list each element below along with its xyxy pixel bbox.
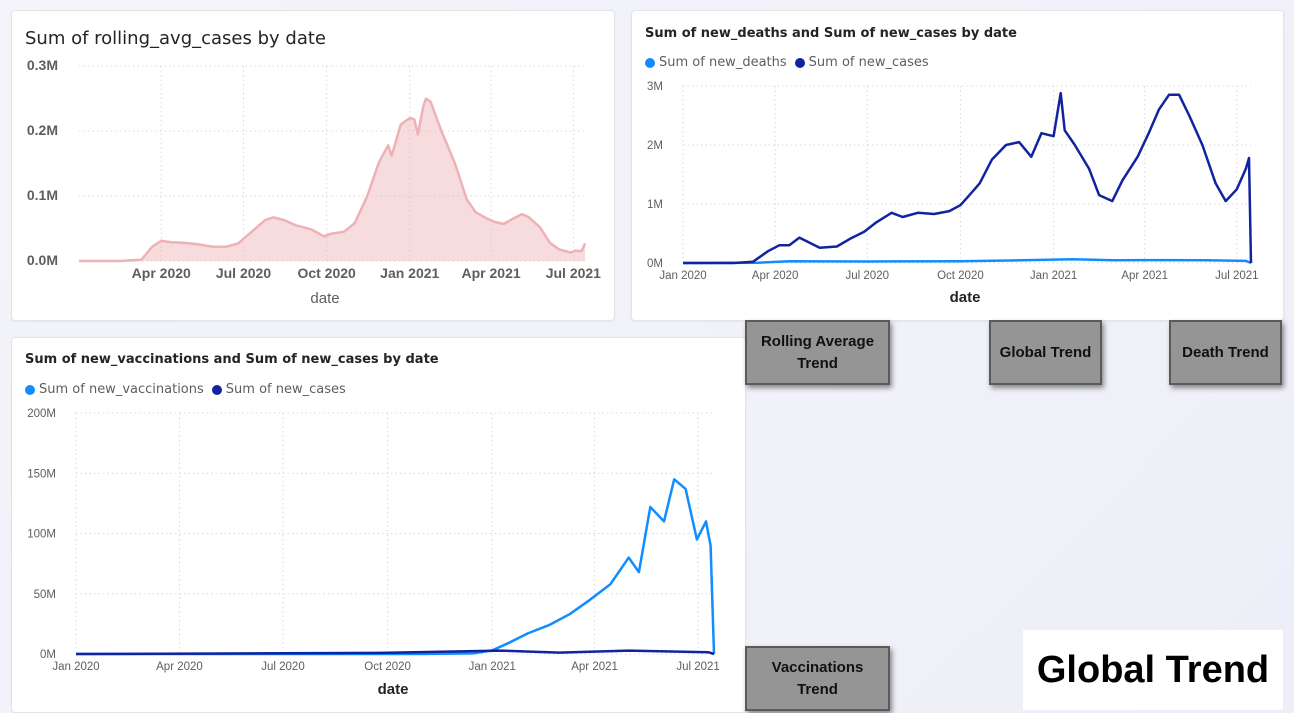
- x-tick-label: Oct 2020: [937, 270, 984, 282]
- legend-item-new-deaths[interactable]: Sum of new_deaths: [645, 55, 787, 70]
- legend-label: Sum of new_cases: [808, 55, 929, 70]
- x-tick-label: Jan 2020: [659, 270, 706, 282]
- deaths-cases-chart-card[interactable]: 0M 1M 2M 3M Jan 2020 Apr 2020 Jul 2020 Oct 2020…: [631, 10, 1284, 321]
- page-title: Global Trend: [1023, 630, 1283, 710]
- vaccinations-cases-chart-title: Sum of new_vaccinations and Sum of new_c…: [25, 352, 439, 367]
- vaccinations-cases-chart: 0M 50M 100M 150M 200M Jan 2020 Apr 2020 Jul 202…: [27, 408, 720, 698]
- rolling-avg-chart-title: Sum of rolling_avg_cases by date: [25, 28, 326, 49]
- deaths-cases-legend: Sum of new_deaths Sum of new_cases: [645, 55, 929, 70]
- legend-item-new-cases[interactable]: Sum of new_cases: [794, 55, 929, 70]
- x-tick-label: Jan 2021: [469, 661, 516, 673]
- deaths-cases-chart-title: Sum of new_deaths and Sum of new_cases b…: [645, 26, 1017, 41]
- legend-item-new-vaccinations[interactable]: Sum of new_vaccinations: [25, 382, 204, 397]
- x-tick-label: Jul 2021: [546, 265, 601, 281]
- x-tick-label: Jul 2021: [676, 661, 719, 673]
- vaccinations-cases-chart-card[interactable]: 0M 50M 100M 150M 200M Jan 2020 Apr 2020 Jul 202…: [11, 337, 746, 713]
- x-tick-label: Jan 2021: [1030, 270, 1077, 282]
- x-tick-label: Jul 2020: [216, 265, 271, 281]
- series-line-1: [75, 649, 715, 656]
- series-line-1: [683, 91, 1253, 265]
- vaccinations-cases-legend: Sum of new_vaccinations Sum of new_cases: [25, 382, 346, 397]
- series-area-fill: [79, 98, 586, 261]
- legend-marker-icon: [645, 57, 655, 68]
- legend-marker-icon: [211, 384, 222, 395]
- rolling-avg-chart-card[interactable]: 0.0M 0.1M 0.2M 0.3M Apr 2020 Jul 2020 Oct 2020…: [11, 10, 615, 321]
- x-axis-title: date: [310, 290, 339, 307]
- x-tick-label: Apr 2021: [571, 661, 618, 673]
- global-trend-button[interactable]: Global Trend: [989, 320, 1102, 385]
- x-tick-label: Jul 2020: [261, 661, 304, 673]
- x-tick-label: Oct 2020: [297, 265, 356, 281]
- y-tick-label: 3M: [647, 81, 663, 93]
- y-tick-label: 150M: [27, 468, 56, 480]
- y-tick-label: 0M: [40, 649, 56, 661]
- x-tick-label: Oct 2020: [364, 661, 411, 673]
- y-tick-label: 200M: [27, 408, 56, 420]
- legend-marker-icon: [25, 384, 35, 395]
- y-tick-label: 0.3M: [27, 57, 58, 73]
- x-tick-label: Apr 2021: [1121, 270, 1168, 282]
- x-tick-label: Apr 2020: [156, 661, 203, 673]
- y-tick-label: 100M: [27, 529, 56, 541]
- x-tick-label: Jul 2020: [846, 270, 889, 282]
- y-tick-label: 0.0M: [27, 252, 58, 268]
- series-line-0: [79, 97, 587, 263]
- death-trend-button[interactable]: Death Trend: [1169, 320, 1282, 385]
- x-axis-title: date: [378, 681, 409, 698]
- x-tick-label: Jan 2021: [380, 265, 439, 281]
- rolling-avg-chart: 0.0M 0.1M 0.2M 0.3M Apr 2020 Jul 2020 Oct 2020…: [27, 57, 601, 307]
- y-tick-label: 1M: [647, 199, 663, 211]
- deaths-cases-chart: 0M 1M 2M 3M Jan 2020 Apr 2020 Jul 2020 Oct 2020…: [647, 81, 1259, 306]
- legend-marker-icon: [794, 57, 805, 68]
- x-axis-title: date: [950, 289, 981, 306]
- x-tick-label: Jan 2020: [52, 661, 99, 673]
- legend-label: Sum of new_deaths: [659, 55, 787, 70]
- x-tick-label: Apr 2021: [462, 265, 521, 281]
- y-tick-label: 0.2M: [27, 122, 58, 138]
- legend-label: Sum of new_cases: [225, 382, 346, 397]
- x-tick-label: Apr 2020: [752, 270, 799, 282]
- series-line-0: [76, 478, 716, 656]
- vaccinations-trend-button[interactable]: Vaccinations Trend: [745, 646, 890, 711]
- x-tick-label: Jul 2021: [1215, 270, 1258, 282]
- series-line-0: [682, 257, 1252, 265]
- legend-label: Sum of new_vaccinations: [39, 382, 204, 397]
- y-tick-label: 2M: [647, 140, 663, 152]
- y-tick-label: 50M: [34, 589, 56, 601]
- legend-item-new-cases[interactable]: Sum of new_cases: [211, 382, 346, 397]
- x-tick-label: Apr 2020: [132, 265, 191, 281]
- rolling-average-trend-button[interactable]: Rolling Average Trend: [745, 320, 890, 385]
- y-tick-label: 0.1M: [27, 187, 58, 203]
- y-tick-label: 0M: [647, 258, 663, 270]
